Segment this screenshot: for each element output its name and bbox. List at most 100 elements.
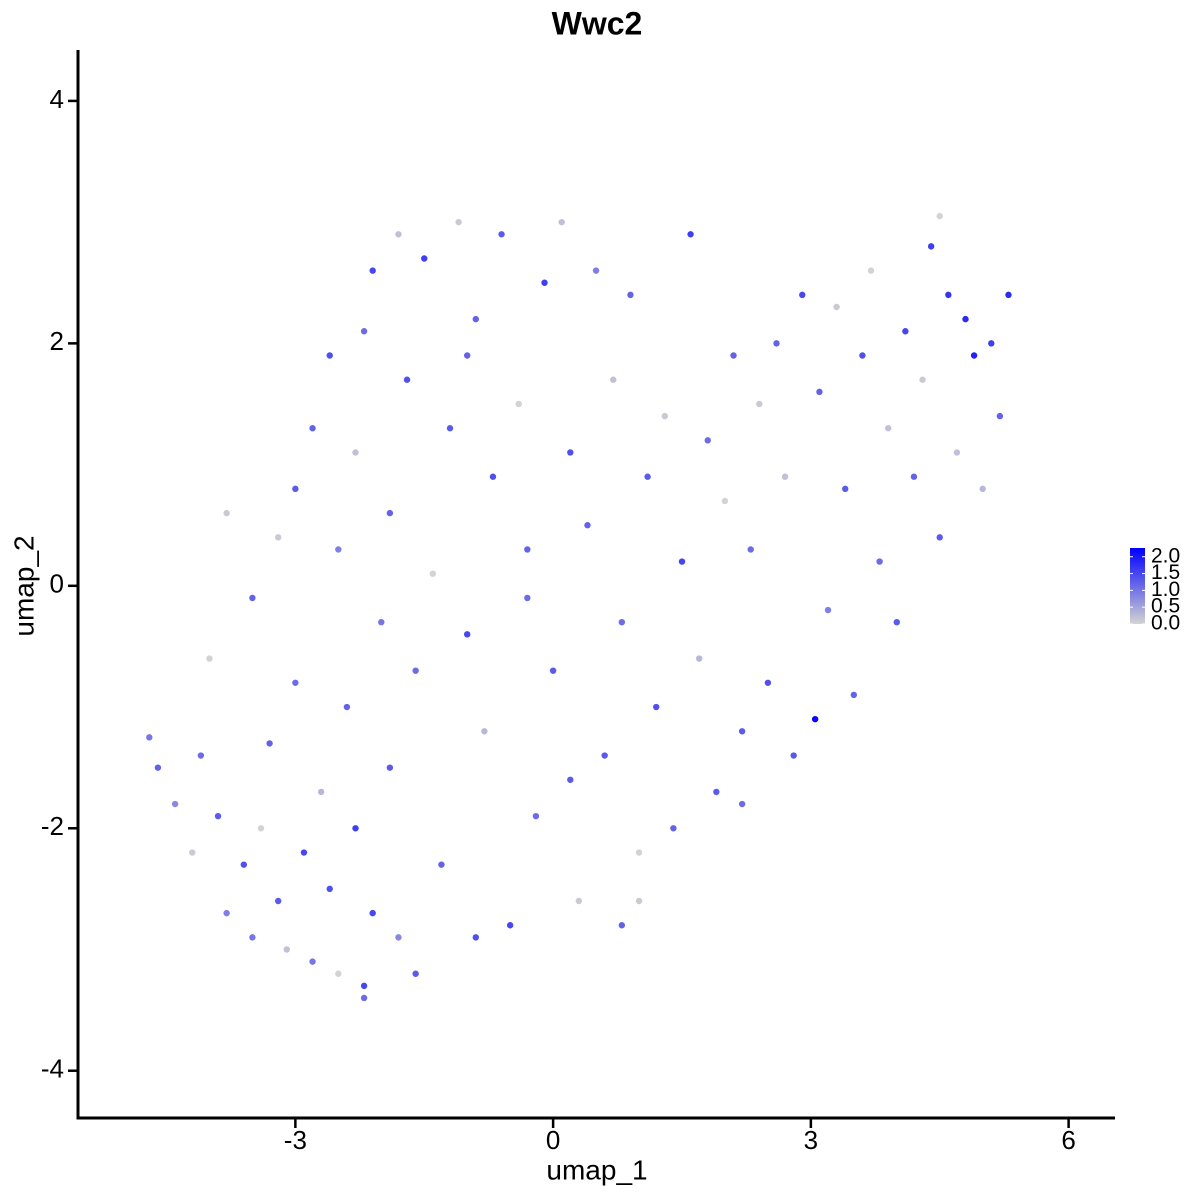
point xyxy=(257,825,265,832)
point xyxy=(653,703,660,711)
point xyxy=(627,291,634,299)
point xyxy=(988,340,995,347)
point xyxy=(738,800,746,808)
y-tick-label: -2 xyxy=(41,811,64,841)
point xyxy=(421,255,428,262)
color-tick-label: 2.0 xyxy=(1151,544,1180,567)
point xyxy=(584,522,591,529)
point xyxy=(266,740,273,747)
point xyxy=(549,667,557,674)
y-tick-label: -4 xyxy=(41,1054,64,1084)
point xyxy=(824,606,832,614)
point xyxy=(713,788,720,796)
point xyxy=(884,425,892,432)
x-tick-label: -3 xyxy=(284,1125,307,1155)
point xyxy=(721,497,729,505)
point xyxy=(274,534,282,541)
point xyxy=(412,667,419,674)
point xyxy=(747,546,754,553)
point xyxy=(395,231,402,238)
color-bar xyxy=(1130,548,1145,624)
point xyxy=(223,509,230,517)
color-tick-label: 1.0 xyxy=(1151,578,1180,601)
point xyxy=(567,776,574,783)
point xyxy=(867,267,875,274)
point xyxy=(790,752,797,759)
point xyxy=(309,958,316,965)
point xyxy=(360,994,368,1002)
point xyxy=(799,291,806,299)
y-axis-title: umap_2 xyxy=(8,535,39,636)
point xyxy=(300,849,308,856)
point xyxy=(850,691,858,699)
point xyxy=(335,546,342,553)
point xyxy=(661,412,669,420)
point xyxy=(592,267,600,274)
point xyxy=(601,752,608,759)
point xyxy=(635,849,643,856)
point xyxy=(240,861,248,868)
point xyxy=(343,703,351,711)
point xyxy=(463,352,471,359)
point xyxy=(326,352,333,359)
point xyxy=(996,412,1004,420)
point xyxy=(378,618,385,626)
point xyxy=(842,485,849,493)
point xyxy=(481,728,488,735)
point xyxy=(386,764,394,771)
point xyxy=(773,340,780,347)
point xyxy=(678,558,686,565)
point xyxy=(635,897,643,905)
point xyxy=(292,485,299,493)
y-tick-label: 4 xyxy=(50,84,64,114)
point xyxy=(687,231,694,238)
point xyxy=(859,352,866,359)
point xyxy=(515,400,522,408)
point xyxy=(154,764,162,771)
point xyxy=(945,291,952,299)
point xyxy=(506,922,514,929)
point xyxy=(489,473,497,480)
point xyxy=(811,715,819,723)
point xyxy=(781,473,789,480)
point xyxy=(360,982,368,990)
point xyxy=(541,279,548,286)
color-tick-label: 0.0 xyxy=(1151,612,1180,635)
point xyxy=(249,934,256,941)
point xyxy=(223,909,230,917)
color-tick-label: 1.5 xyxy=(1151,561,1180,584)
point xyxy=(567,449,574,456)
point xyxy=(936,534,943,541)
point xyxy=(369,909,376,917)
point xyxy=(524,546,531,553)
point xyxy=(472,315,479,323)
point xyxy=(429,570,437,577)
point xyxy=(670,825,677,832)
x-tick-label: 6 xyxy=(1061,1125,1075,1155)
point xyxy=(644,473,651,480)
point xyxy=(575,897,583,905)
point xyxy=(369,267,376,274)
point xyxy=(524,594,531,602)
point xyxy=(274,897,282,905)
point xyxy=(403,376,411,383)
point xyxy=(1005,291,1012,299)
point xyxy=(704,437,711,444)
point xyxy=(472,934,479,941)
point xyxy=(326,885,333,893)
point xyxy=(446,425,454,432)
point xyxy=(146,734,153,741)
point xyxy=(833,303,840,311)
point xyxy=(816,388,823,396)
point xyxy=(455,218,462,226)
point xyxy=(214,812,222,820)
point xyxy=(610,376,617,383)
point xyxy=(498,231,505,238)
point xyxy=(558,218,565,226)
point xyxy=(335,970,342,977)
point xyxy=(979,485,986,493)
point xyxy=(532,812,540,820)
point xyxy=(876,558,883,565)
point xyxy=(249,594,256,602)
